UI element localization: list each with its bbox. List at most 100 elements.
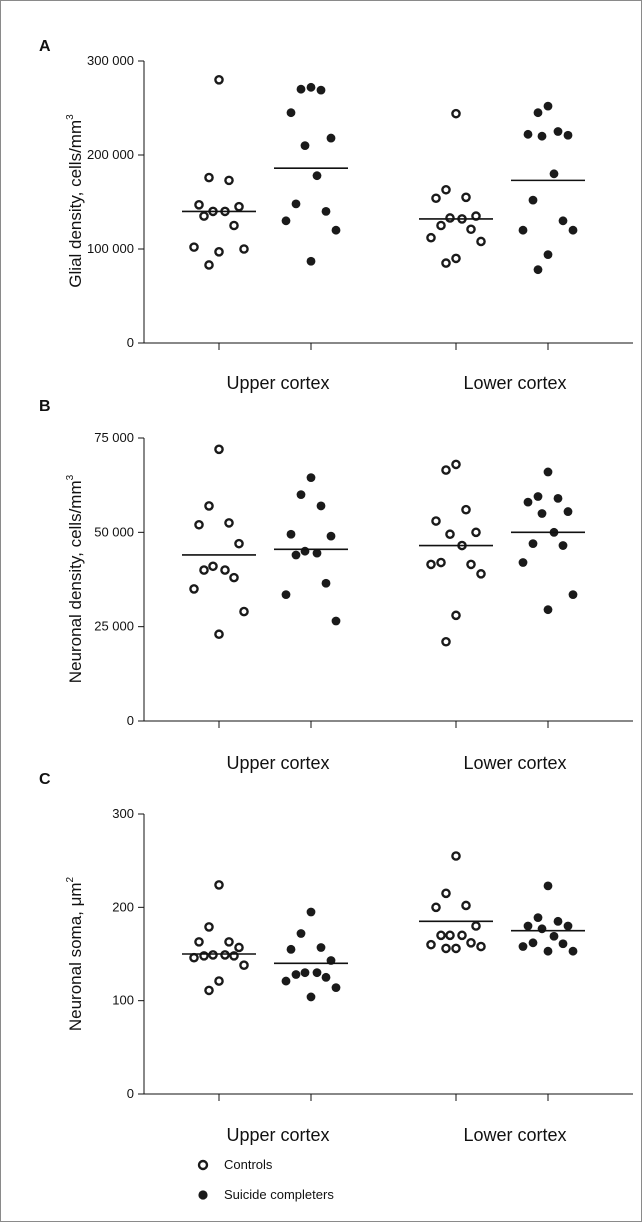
data-point-controls	[224, 518, 234, 528]
data-point-suicide	[306, 256, 316, 266]
data-point-controls	[194, 937, 204, 947]
data-point-controls	[214, 629, 224, 640]
data-point-suicide	[528, 195, 538, 205]
data-point-suicide	[543, 467, 553, 477]
y-tick-label: 0	[127, 1086, 134, 1101]
data-point-suicide	[533, 265, 543, 275]
data-point-suicide	[543, 101, 553, 111]
y-tick-label: 300 000	[87, 53, 134, 68]
legend-marker-filled	[198, 1190, 208, 1200]
data-point-suicide	[326, 531, 336, 541]
data-point-controls	[234, 942, 244, 953]
data-point-controls	[461, 900, 471, 911]
data-point-controls	[239, 606, 249, 617]
y-tick-label: 0	[127, 335, 134, 350]
data-point-controls	[220, 565, 230, 575]
data-point-controls	[214, 247, 224, 257]
data-point-controls	[476, 941, 486, 952]
data-point-controls	[214, 75, 224, 85]
data-point-controls	[189, 242, 199, 252]
data-point-suicide	[568, 946, 578, 956]
panel-c: C 0 100 200 300 Upper cortex Lower cortex Neuro…	[39, 771, 633, 1145]
panel-letter: A	[39, 38, 51, 55]
data-point-suicide	[321, 207, 331, 216]
data-point-suicide	[306, 473, 316, 483]
data-point-controls	[426, 232, 436, 243]
category-label: Lower cortex	[463, 373, 566, 393]
data-point-controls	[461, 192, 471, 203]
data-point-controls	[461, 504, 471, 515]
y-tick-label: 100 000	[87, 241, 134, 256]
data-point-controls	[204, 260, 214, 270]
data-point-suicide	[312, 548, 322, 558]
data-point-suicide	[312, 968, 322, 978]
data-point-controls	[189, 584, 199, 594]
data-point-controls	[431, 516, 441, 526]
data-point-suicide	[549, 931, 559, 941]
data-point-suicide	[331, 225, 341, 235]
data-point-controls	[451, 851, 461, 861]
data-point-controls	[451, 943, 461, 954]
legend-label: Controls	[224, 1157, 273, 1172]
data-point-suicide	[281, 976, 291, 986]
data-point-suicide	[316, 85, 326, 95]
data-point-controls	[466, 938, 476, 948]
data-point-suicide	[537, 509, 547, 518]
data-point-suicide	[537, 131, 547, 141]
y-tick-label: 0	[127, 713, 134, 728]
data-point-controls	[214, 880, 224, 890]
data-point-suicide	[321, 578, 331, 588]
data-point-suicide	[518, 942, 528, 951]
legend-label: Suicide completers	[224, 1187, 334, 1202]
data-point-suicide	[528, 938, 538, 948]
data-point-controls	[431, 902, 441, 913]
data-point-controls	[466, 559, 476, 570]
data-point-controls	[234, 538, 244, 549]
data-point-controls	[426, 559, 436, 570]
data-point-suicide	[543, 946, 553, 956]
data-point-controls	[208, 561, 218, 572]
y-axis-label-text: Neuronal density, cells/mm	[66, 480, 85, 683]
data-point-suicide	[281, 216, 291, 226]
data-point-suicide	[553, 127, 563, 136]
data-point-controls	[204, 985, 214, 996]
data-point-controls	[194, 200, 204, 210]
y-tick-label: 50 000	[94, 524, 134, 539]
data-point-suicide	[331, 616, 341, 626]
panel-b: B 0 25 000 50 000 75 000 Upper cortex Lower co…	[39, 398, 633, 773]
data-point-suicide	[300, 968, 310, 978]
y-axis-label-text: Neuronal soma, μm	[66, 882, 85, 1031]
y-axis-label-superscript: 2	[65, 876, 76, 882]
data-point-suicide	[316, 501, 326, 511]
data-point-controls	[204, 172, 214, 183]
data-point-controls	[451, 108, 461, 119]
data-point-controls	[426, 939, 436, 950]
data-point-suicide	[543, 605, 553, 615]
data-point-suicide	[296, 490, 306, 499]
data-point-controls	[239, 244, 249, 254]
data-point-controls	[239, 960, 249, 971]
data-point-controls	[451, 610, 461, 621]
data-point-suicide	[549, 169, 559, 179]
data-point-controls	[476, 569, 486, 579]
data-point-controls	[220, 950, 230, 960]
y-axis-label: Neuronal soma, μm2	[65, 876, 85, 1031]
data-point-suicide	[543, 881, 553, 891]
data-point-suicide	[286, 529, 296, 539]
data-point-controls	[445, 930, 455, 941]
data-point-controls	[476, 236, 486, 247]
panel-letter: B	[39, 398, 51, 415]
data-point-suicide	[286, 944, 296, 954]
data-point-controls	[451, 459, 461, 470]
data-point-suicide	[553, 493, 563, 503]
data-point-suicide	[300, 141, 310, 151]
data-point-suicide	[296, 929, 306, 938]
data-point-controls	[471, 527, 481, 538]
data-point-controls	[204, 922, 214, 932]
data-point-controls	[224, 937, 234, 947]
data-point-controls	[436, 930, 446, 941]
panel-letter: C	[39, 771, 51, 788]
data-point-controls	[471, 921, 481, 931]
data-point-suicide	[558, 939, 568, 949]
